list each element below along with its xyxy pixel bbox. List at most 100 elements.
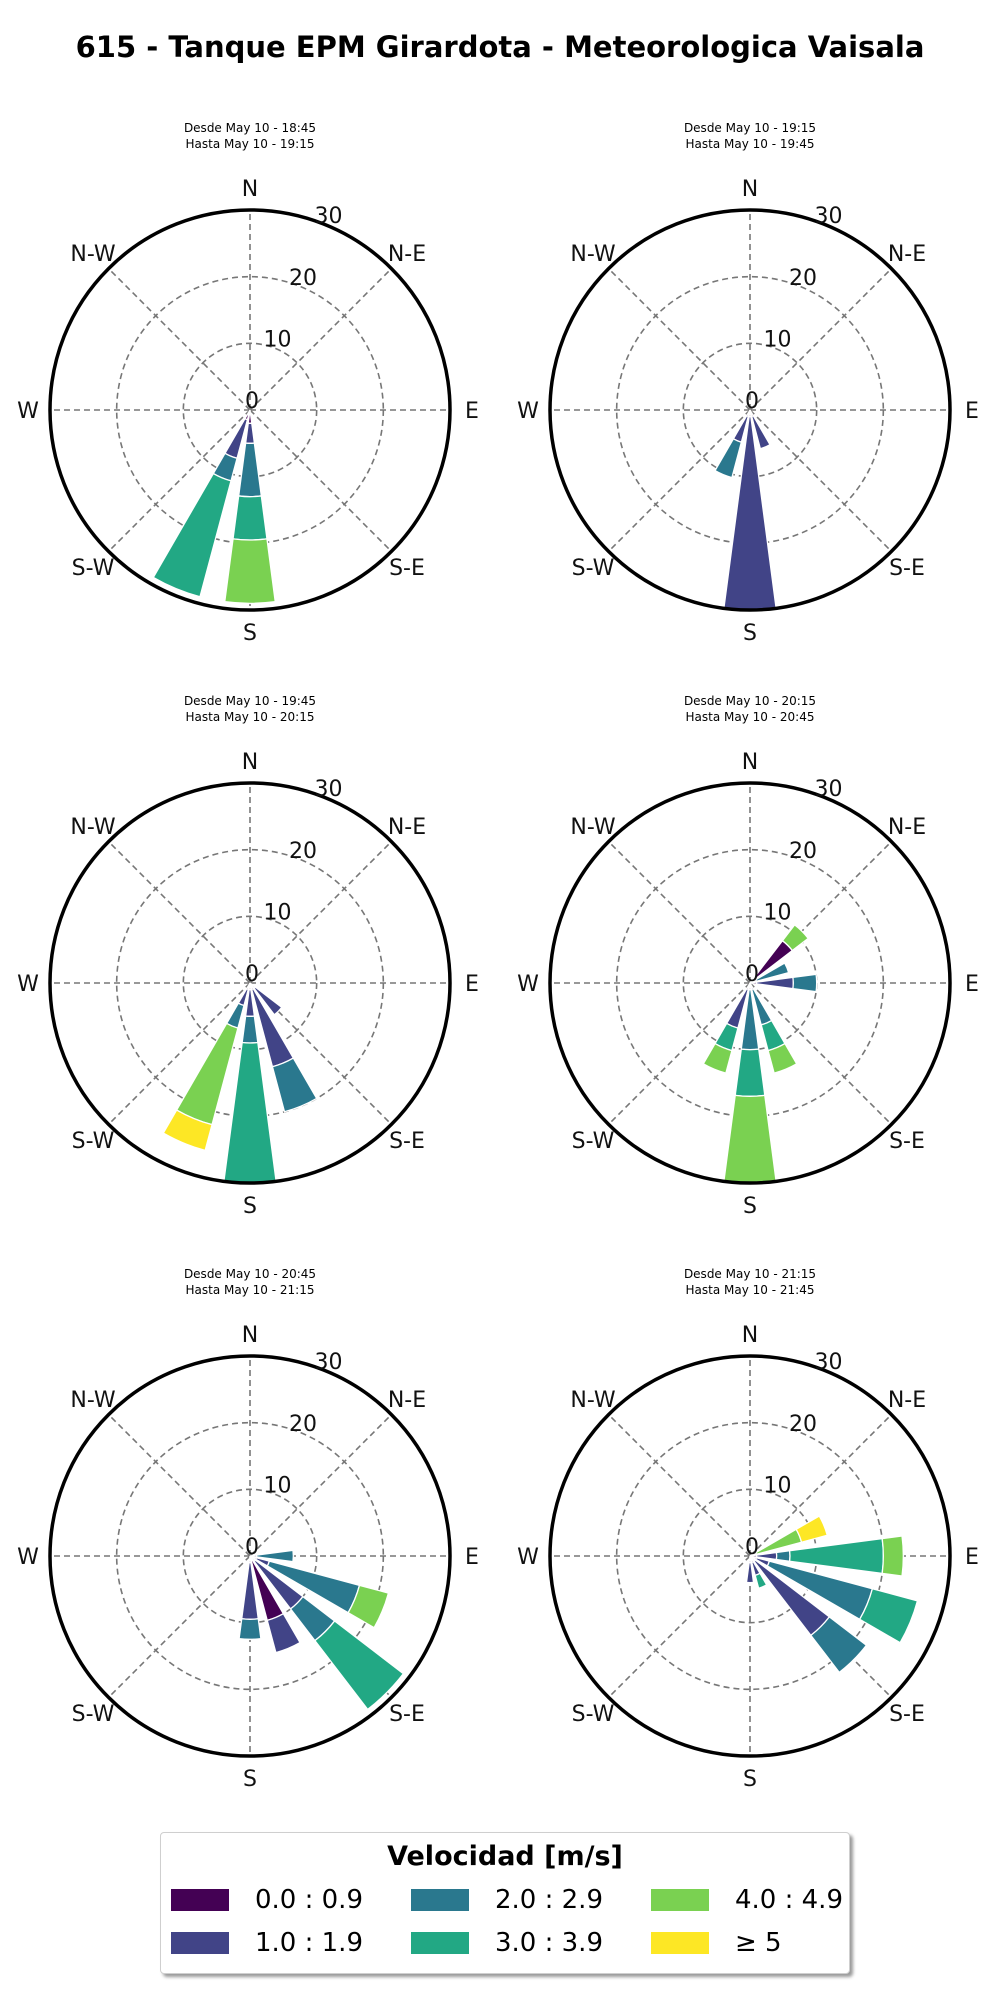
direction-label: N	[742, 750, 758, 775]
direction-label: S-E	[389, 1702, 425, 1727]
windrose-chart: 0 10 20 30 N N-E E S-E S S-W W N-W	[17, 1323, 479, 1792]
direction-label: E	[965, 399, 979, 424]
angular-gridline	[108, 409, 251, 552]
panel-subtitle-to: Hasta May 10 - 20:15	[185, 710, 315, 724]
radial-tick-label: 0	[745, 1535, 759, 1560]
direction-label: S-E	[389, 556, 425, 581]
windrose-wedge	[253, 986, 283, 1016]
windrose-wedge	[767, 1042, 798, 1074]
legend-swatch	[651, 1889, 709, 1911]
angular-gridline	[749, 1414, 892, 1557]
windrose-wedge	[237, 442, 263, 498]
panel-subtitle-from: Desde May 10 - 20:45	[183, 1267, 317, 1281]
radial-tick-label: 0	[245, 1535, 259, 1560]
direction-label: E	[965, 972, 979, 997]
legend-swatch	[651, 1932, 709, 1954]
direction-label: S	[743, 1767, 757, 1792]
windrose-wedge	[244, 422, 256, 444]
direction-label: W	[17, 1545, 39, 1570]
angular-gridline	[608, 1555, 751, 1698]
direction-label: N-W	[570, 242, 616, 267]
outer-circle	[548, 1354, 952, 1758]
panel-subtitle: Desde May 10 - 19:15 Hasta May 10 - 19:4…	[510, 120, 990, 152]
radial-tick-label: 0	[745, 389, 759, 414]
windrose-wedge	[271, 1057, 318, 1113]
windrose-wedge	[754, 1572, 768, 1589]
windrose-wedge	[750, 414, 771, 450]
panel-subtitle-to: Hasta May 10 - 19:15	[185, 137, 315, 151]
radial-tick-label: 30	[315, 204, 343, 229]
panel-subtitle-to: Hasta May 10 - 19:45	[685, 137, 815, 151]
direction-label: S-W	[72, 1129, 115, 1154]
direction-label: S-W	[572, 1702, 615, 1727]
legend-title: Velocidad [m/s]	[387, 1841, 623, 1872]
radial-tick-label: 20	[289, 1412, 317, 1437]
windrose-wedge	[792, 973, 818, 993]
angular-gridline	[249, 1414, 392, 1557]
windrose-wedge	[734, 1048, 766, 1097]
legend-swatch	[171, 1932, 229, 1954]
windrose-chart: 0 10 20 30 N N-E E S-E S S-W W N-W	[517, 177, 979, 646]
radial-tick-label: 10	[764, 327, 792, 352]
windrose-wedge	[775, 1550, 791, 1562]
direction-label: N-W	[70, 815, 116, 840]
page-title: 615 - Tanque EPM Girardota - Meteorologi…	[75, 30, 925, 64]
windrose-wedge	[223, 1041, 277, 1184]
direction-label: S-W	[72, 1702, 115, 1727]
angular-gridline	[249, 841, 392, 984]
windrose-wedge	[162, 1109, 213, 1152]
direction-label: N	[242, 177, 258, 202]
outer-circle	[48, 208, 452, 612]
windrose-wedge	[754, 962, 790, 983]
windrose-wedge	[781, 923, 810, 952]
direction-label: N	[742, 1323, 758, 1348]
direction-label: S-E	[889, 1702, 925, 1727]
windrose-chart: 0 10 20 30 N N-E E S-E S S-W W N-W	[17, 177, 479, 646]
angular-gridline	[249, 268, 392, 411]
direction-label: N-E	[388, 242, 426, 267]
windrose-panel-2: Desde May 10 - 19:15 Hasta May 10 - 19:4…	[510, 120, 990, 680]
panel-subtitle-to: Hasta May 10 - 21:15	[185, 1283, 315, 1297]
radial-tick-label: 20	[789, 839, 817, 864]
panel-subtitle: Desde May 10 - 21:15 Hasta May 10 - 21:4…	[510, 1266, 990, 1298]
legend-label: ≥ 5	[735, 1928, 782, 1958]
direction-label: S	[243, 1194, 257, 1219]
panel-subtitle-from: Desde May 10 - 19:45	[183, 694, 317, 708]
legend-label: 2.0 : 2.9	[495, 1885, 603, 1915]
direction-label: N-E	[388, 815, 426, 840]
radial-tick-label: 30	[315, 1350, 343, 1375]
direction-label: S	[743, 621, 757, 646]
outer-circle	[548, 781, 952, 1185]
panel-subtitle-from: Desde May 10 - 20:15	[683, 694, 817, 708]
radial-tick-label: 10	[264, 900, 292, 925]
direction-label: N	[742, 177, 758, 202]
outer-circle	[48, 1354, 452, 1758]
panel-subtitle: Desde May 10 - 18:45 Hasta May 10 - 19:1…	[10, 120, 490, 152]
windrose-panel-3: Desde May 10 - 19:45 Hasta May 10 - 20:1…	[10, 693, 490, 1253]
direction-label: W	[517, 1545, 539, 1570]
windrose-wedge	[809, 1615, 868, 1674]
angular-gridline	[108, 982, 251, 1125]
direction-label: E	[465, 972, 479, 997]
windrose-wedge	[788, 1537, 884, 1575]
legend-label: 0.0 : 0.9	[255, 1885, 363, 1915]
radial-tick-label: 10	[764, 900, 792, 925]
legend-label: 1.0 : 1.9	[255, 1928, 363, 1958]
direction-label: E	[465, 399, 479, 424]
windrose-wedge	[266, 1612, 301, 1654]
legend: Velocidad [m/s] 0.0 : 0.9 1.0 : 1.9 2.0 …	[160, 1832, 850, 1974]
direction-label: S	[243, 621, 257, 646]
panel-subtitle-to: Hasta May 10 - 20:45	[685, 710, 815, 724]
windrose-wedge	[175, 1022, 239, 1126]
windrose-wedge	[881, 1535, 904, 1577]
legend-swatch	[411, 1932, 469, 1954]
legend-swatch	[411, 1889, 469, 1911]
radial-tick-label: 20	[789, 1412, 817, 1437]
windrose-wedge	[714, 437, 743, 479]
radial-tick-label: 10	[264, 327, 292, 352]
direction-label: S-W	[72, 556, 115, 581]
angular-gridline	[108, 268, 251, 411]
angular-gridline	[749, 982, 892, 1125]
windrose-wedge	[255, 1549, 294, 1563]
windrose-wedge	[224, 538, 276, 604]
